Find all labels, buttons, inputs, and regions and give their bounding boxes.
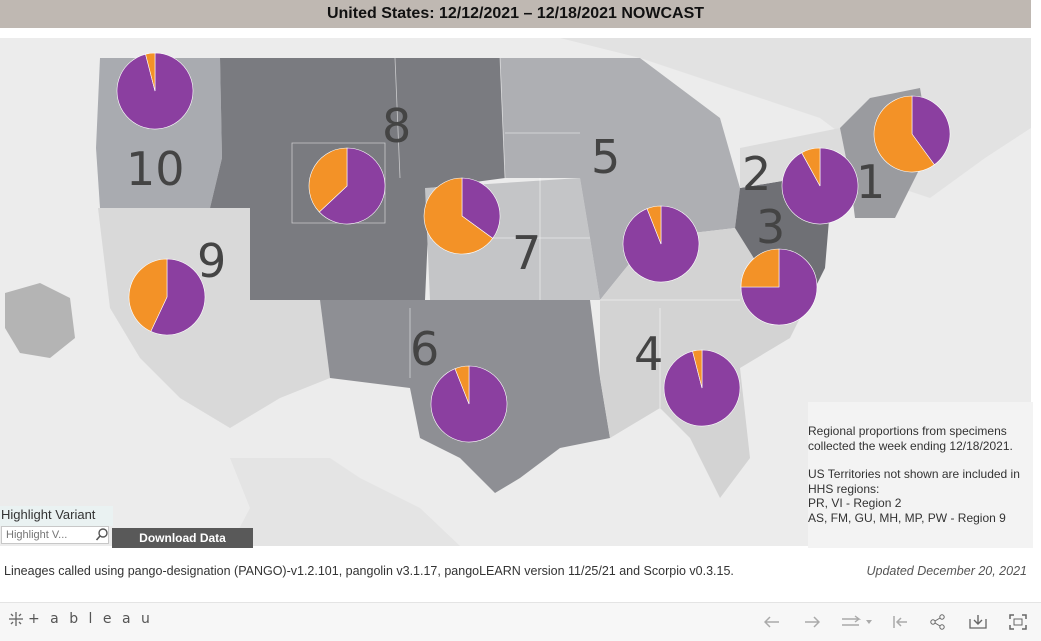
region-5-label: 5 bbox=[591, 130, 621, 184]
pie-slice-purple[interactable] bbox=[740, 248, 818, 326]
pie-slice-purple[interactable] bbox=[318, 147, 386, 225]
pie-slice-purple[interactable] bbox=[911, 95, 951, 166]
pie-region-10[interactable] bbox=[116, 52, 194, 135]
pie-slice-orange[interactable] bbox=[740, 248, 780, 288]
pie-slice-orange[interactable] bbox=[646, 205, 662, 245]
tableau-mark-icon bbox=[9, 612, 23, 626]
notes-panel: Regional proportions from specimens coll… bbox=[808, 402, 1033, 548]
pie-region-7[interactable] bbox=[423, 177, 501, 260]
share-icon[interactable] bbox=[924, 609, 952, 635]
region-9-label: 9 bbox=[197, 234, 227, 288]
pie-slice-orange[interactable] bbox=[145, 52, 156, 92]
reset-icon[interactable] bbox=[886, 609, 914, 635]
region-4-label: 4 bbox=[634, 327, 664, 381]
search-icon[interactable] bbox=[95, 527, 109, 543]
notes-line: PR, VI - Region 2 bbox=[808, 496, 902, 510]
pie-region-2[interactable] bbox=[781, 147, 859, 230]
pie-slice-purple[interactable] bbox=[150, 258, 206, 336]
notes-line: US Territories not shown are included in bbox=[808, 467, 1020, 481]
notes-line: collected the week ending 12/18/2021. bbox=[808, 438, 1013, 453]
dashboard-title: United States: 12/12/2021 – 12/18/2021 N… bbox=[326, 5, 705, 22]
region-6-label: 6 bbox=[410, 322, 440, 376]
highlight-variant-input[interactable] bbox=[1, 526, 109, 544]
pie-region-3[interactable] bbox=[740, 248, 818, 331]
pie-region-5[interactable] bbox=[622, 205, 700, 288]
pie-slice-orange[interactable] bbox=[308, 147, 348, 213]
region-8-label: 8 bbox=[382, 99, 412, 153]
pie-region-4[interactable] bbox=[663, 349, 741, 432]
redo-icon[interactable] bbox=[798, 609, 826, 635]
pie-slice-orange[interactable] bbox=[873, 95, 935, 173]
region-10-label: 10 bbox=[126, 142, 185, 196]
revert-icon[interactable] bbox=[834, 609, 878, 635]
pie-slice-orange[interactable] bbox=[454, 365, 470, 405]
tableau-wordmark: + a b l e a u bbox=[28, 611, 153, 627]
download-icon[interactable] bbox=[964, 609, 992, 635]
notes-line: AS, FM, GU, MH, MP, PW - Region 9 bbox=[808, 510, 1006, 525]
region-2-label: 2 bbox=[742, 147, 772, 201]
region-3-label: 3 bbox=[756, 200, 786, 254]
fullscreen-icon[interactable] bbox=[1004, 609, 1032, 635]
updated-date: Updated December 20, 2021 bbox=[866, 564, 1027, 578]
alaska-region-10[interactable] bbox=[5, 283, 75, 358]
highlight-variant-label: Highlight Variant bbox=[0, 506, 113, 526]
region-7-label: 7 bbox=[512, 226, 542, 280]
pie-slice-orange[interactable] bbox=[692, 349, 703, 389]
pie-slice-orange[interactable] bbox=[423, 177, 494, 255]
pie-region-8[interactable] bbox=[308, 147, 386, 230]
pie-region-9[interactable] bbox=[128, 258, 206, 341]
download-data-button[interactable]: Download Data bbox=[112, 528, 253, 548]
tableau-logo[interactable]: + a b l e a u bbox=[8, 611, 153, 627]
pie-slice-purple[interactable] bbox=[461, 177, 501, 239]
pie-region-6[interactable] bbox=[430, 365, 508, 448]
notes-line: Regional proportions from specimens bbox=[808, 424, 1007, 438]
undo-icon[interactable] bbox=[758, 609, 786, 635]
pie-slice-orange[interactable] bbox=[801, 147, 821, 187]
dashboard-title-bar: United States: 12/12/2021 – 12/18/2021 N… bbox=[0, 0, 1031, 28]
pie-slice-orange[interactable] bbox=[128, 258, 168, 332]
tableau-toolbar: + a b l e a u bbox=[0, 602, 1041, 641]
pie-region-1[interactable] bbox=[873, 95, 951, 178]
notes-line: HHS regions: bbox=[808, 481, 880, 496]
lineage-footnote: Lineages called using pango-designation … bbox=[4, 564, 734, 578]
region-5-area[interactable] bbox=[500, 58, 740, 300]
region-1-label: 1 bbox=[856, 155, 886, 209]
